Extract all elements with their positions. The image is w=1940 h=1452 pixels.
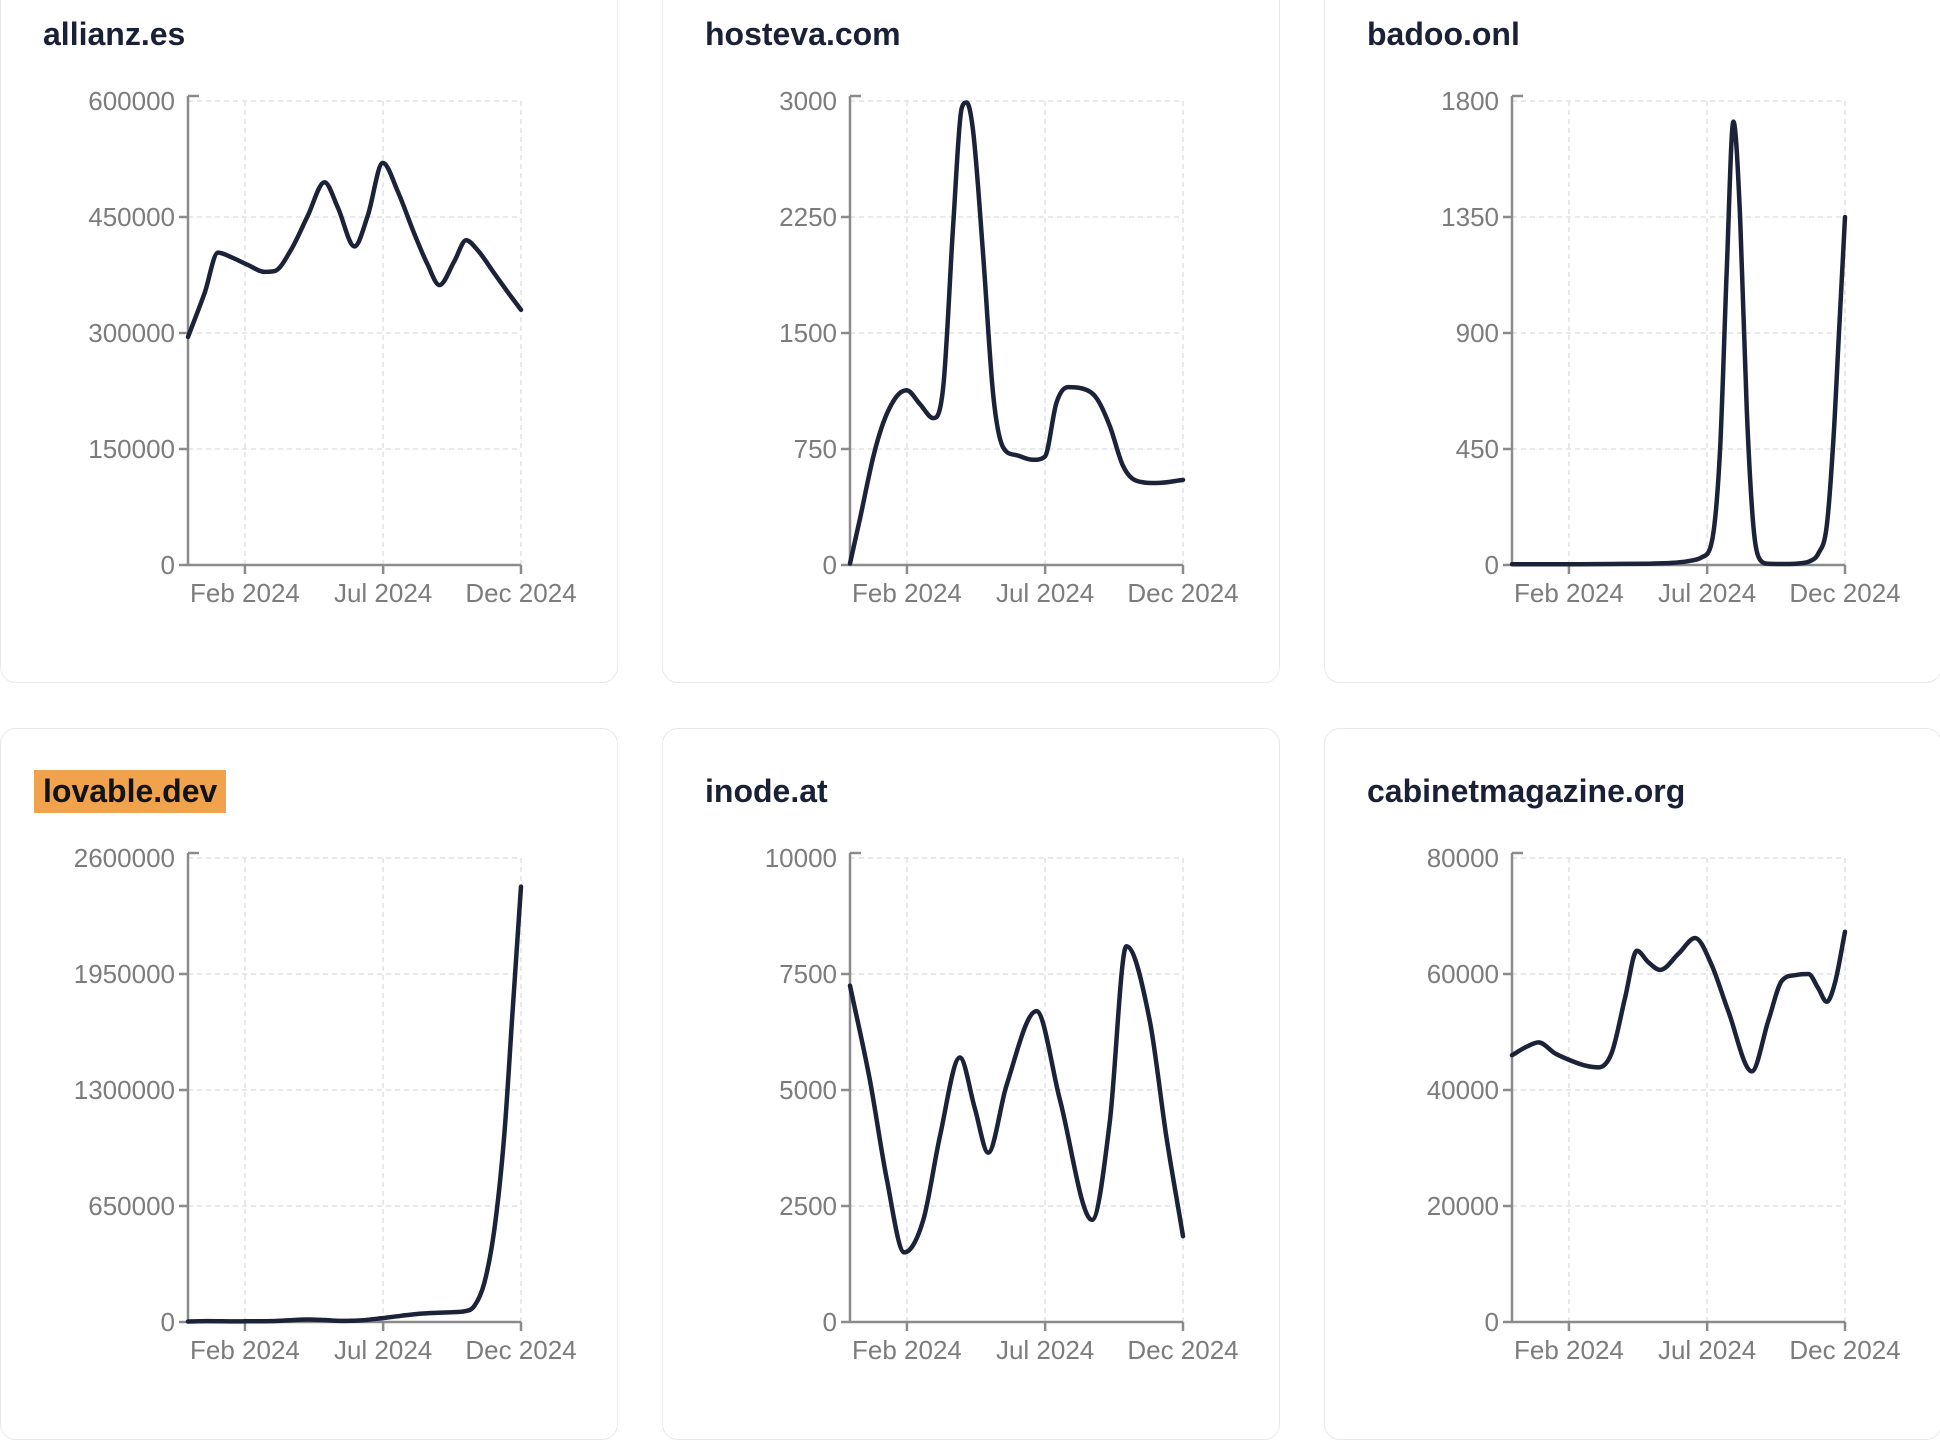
svg-text:Dec 2024: Dec 2024 (1127, 578, 1238, 608)
svg-text:7500: 7500 (779, 959, 837, 989)
svg-text:0: 0 (823, 1307, 837, 1337)
chart-canvas: 0 20000 40000 60000 80000 Feb 2024 Jul 2024 Dec… (1427, 843, 1901, 1365)
axes (179, 94, 523, 574)
series-line (1509, 929, 1848, 1074)
axes (841, 851, 1185, 1331)
svg-text:Feb 2024: Feb 2024 (190, 1335, 300, 1365)
chart-title: hosteva.com (705, 16, 901, 52)
svg-text:Jul 2024: Jul 2024 (1658, 578, 1756, 608)
svg-text:Feb 2024: Feb 2024 (852, 578, 962, 608)
svg-text:450: 450 (1456, 434, 1499, 464)
chart-title: cabinetmagazine.org (1367, 773, 1686, 809)
svg-text:5000: 5000 (779, 1075, 837, 1105)
svg-text:Feb 2024: Feb 2024 (1514, 1335, 1624, 1365)
svg-text:40000: 40000 (1427, 1075, 1499, 1105)
gridlines (1512, 100, 1846, 565)
svg-text:0: 0 (1485, 1307, 1499, 1337)
chart-canvas: 0 750 1500 2250 3000 Feb 2024 Jul 2024 Dec 2024 (779, 86, 1239, 608)
tick-labels: 0 2500 5000 7500 10000 Feb 2024 Jul 2024 Dec 20… (765, 843, 1239, 1365)
svg-text:10000: 10000 (765, 843, 837, 873)
svg-text:300000: 300000 (88, 318, 175, 348)
svg-text:Feb 2024: Feb 2024 (1514, 578, 1624, 608)
gridlines (188, 100, 522, 565)
svg-text:0: 0 (161, 1307, 175, 1337)
tick-labels: 0 150000 300000 450000 600000 Feb 2024 Jul 202… (88, 86, 576, 608)
tick-labels: 0 20000 40000 60000 80000 Feb 2024 Jul 2024 Dec… (1427, 843, 1901, 1365)
tick-labels: 0 650000 1300000 1950000 2600000 Feb 2024 Jul … (74, 843, 577, 1365)
svg-text:1350: 1350 (1441, 202, 1499, 232)
chart-canvas: 0 150000 300000 450000 600000 Feb 2024 Jul 202… (88, 86, 576, 608)
chart-title: allianz.es (43, 16, 186, 52)
svg-text:Dec 2024: Dec 2024 (465, 1335, 576, 1365)
axes (179, 851, 523, 1331)
svg-text:Dec 2024: Dec 2024 (465, 578, 576, 608)
series-line (185, 160, 524, 340)
svg-text:1800: 1800 (1441, 86, 1499, 116)
svg-text:2250: 2250 (779, 202, 837, 232)
chart-card-lovable-dev[interactable]: lovable.dev 0 650000 1300000 1950000 2600000… (0, 728, 618, 1440)
chart-title: lovable.dev (34, 770, 227, 813)
svg-text:Dec 2024: Dec 2024 (1789, 1335, 1900, 1365)
svg-text:60000: 60000 (1427, 959, 1499, 989)
chart-card-badoo-onl[interactable]: badoo.onl 0 450 900 1350 1800 Feb 2024 Jul 202… (1324, 0, 1940, 683)
axes (841, 94, 1185, 574)
gridlines (1512, 857, 1846, 1322)
svg-text:Feb 2024: Feb 2024 (852, 1335, 962, 1365)
series-line (847, 100, 1186, 566)
svg-text:Jul 2024: Jul 2024 (1658, 1335, 1756, 1365)
chart-canvas: 0 650000 1300000 1950000 2600000 Feb 2024 Jul … (74, 843, 577, 1365)
svg-text:650000: 650000 (88, 1191, 175, 1221)
chart-card-inode-at[interactable]: inode.at 0 2500 5000 7500 10000 Feb 2024 Jul 2… (662, 728, 1280, 1440)
svg-text:1300000: 1300000 (74, 1075, 175, 1105)
gridlines (850, 100, 1184, 565)
svg-text:0: 0 (823, 550, 837, 580)
axes (1503, 94, 1847, 574)
svg-text:Dec 2024: Dec 2024 (1127, 1335, 1238, 1365)
svg-text:600000: 600000 (88, 86, 175, 116)
svg-text:2600000: 2600000 (74, 843, 175, 873)
chart-card-hosteva-com[interactable]: hosteva.com 0 750 1500 2250 3000 Feb 2024 Jul … (662, 0, 1280, 683)
chart-title: badoo.onl (1367, 16, 1520, 52)
svg-text:Jul 2024: Jul 2024 (996, 578, 1094, 608)
series-line (185, 884, 524, 1324)
svg-text:150000: 150000 (88, 434, 175, 464)
chart-card-allianz-es[interactable]: allianz.es 0 150000 300000 450000 600000 Feb … (0, 0, 618, 683)
svg-text:750: 750 (794, 434, 837, 464)
svg-text:Jul 2024: Jul 2024 (334, 578, 432, 608)
series-line (847, 943, 1186, 1255)
svg-text:Feb 2024: Feb 2024 (190, 578, 300, 608)
gridlines (850, 857, 1184, 1322)
chart-card-cabinetmagazine-org[interactable]: cabinetmagazine.org 0 20000 40000 60000 8000… (1324, 728, 1940, 1440)
axes (1503, 851, 1847, 1331)
chart-canvas: 0 2500 5000 7500 10000 Feb 2024 Jul 2024 Dec 20… (765, 843, 1239, 1365)
gridlines (188, 857, 522, 1322)
svg-text:Dec 2024: Dec 2024 (1789, 578, 1900, 608)
svg-text:450000: 450000 (88, 202, 175, 232)
chart-title: inode.at (705, 773, 828, 809)
svg-text:3000: 3000 (779, 86, 837, 116)
svg-text:20000: 20000 (1427, 1191, 1499, 1221)
svg-text:1950000: 1950000 (74, 959, 175, 989)
svg-text:0: 0 (161, 550, 175, 580)
svg-text:80000: 80000 (1427, 843, 1499, 873)
svg-text:Jul 2024: Jul 2024 (334, 1335, 432, 1365)
chart-canvas: 0 450 900 1350 1800 Feb 2024 Jul 2024 Dec 2024 (1441, 86, 1901, 608)
svg-text:0: 0 (1485, 550, 1499, 580)
svg-text:1500: 1500 (779, 318, 837, 348)
svg-text:2500: 2500 (779, 1191, 837, 1221)
svg-text:Jul 2024: Jul 2024 (996, 1335, 1094, 1365)
tick-labels: 0 750 1500 2250 3000 Feb 2024 Jul 2024 Dec 2024 (779, 86, 1239, 608)
tick-labels: 0 450 900 1350 1800 Feb 2024 Jul 2024 Dec 2024 (1441, 86, 1901, 608)
svg-text:900: 900 (1456, 318, 1499, 348)
series-line (1509, 119, 1848, 567)
